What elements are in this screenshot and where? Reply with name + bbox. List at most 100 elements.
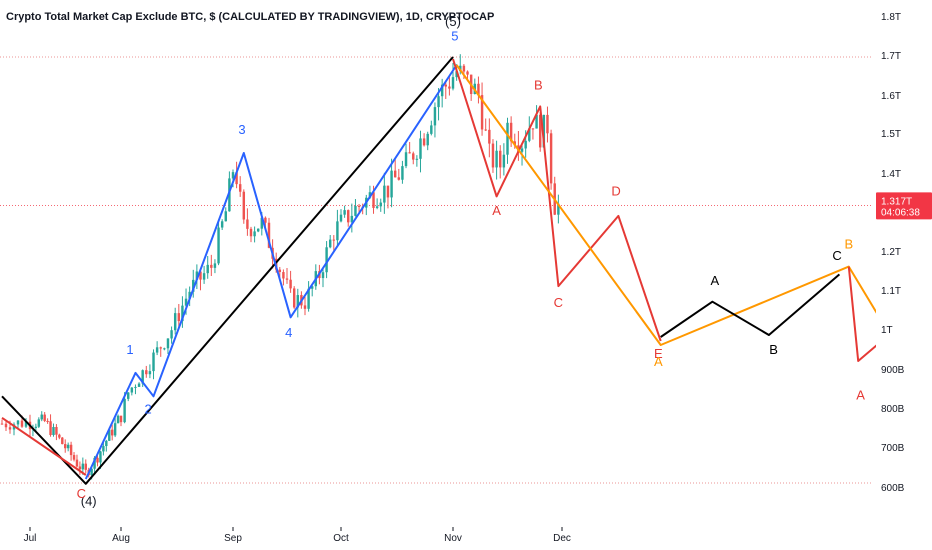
candle-body [213,263,217,268]
candle-body [123,398,126,423]
x-tick-label: Nov [444,533,462,544]
candle-body [173,313,177,331]
candle-body [202,273,206,280]
candle-body [357,205,361,207]
candle-body [20,420,24,427]
wave-label: 1 [126,342,133,357]
candle-body [8,427,12,430]
candle-body [285,278,289,280]
candle-body [43,414,46,421]
wave-line [452,58,662,342]
x-tick-label: Aug [112,533,130,544]
wave-label: 4 [285,325,292,340]
price-tag-value: 1.317T [881,196,912,207]
candle-body [430,125,433,134]
candle-body [217,227,220,264]
candle-body [264,217,267,223]
candle-body [130,387,134,393]
candle-body [141,370,144,384]
wave-line [660,273,841,338]
candle-body [228,178,231,212]
candle-body [75,459,79,467]
wave-label: C [832,248,841,263]
candle-body [549,133,553,184]
candle-body [455,71,458,78]
candle-body [242,191,246,220]
candle-body [249,228,253,237]
candle-body [102,446,105,452]
candle-body [127,392,130,399]
y-tick-label: 1.5T [881,129,901,140]
candle-body [145,370,148,375]
candle-body [343,210,346,215]
candle-body [105,440,108,447]
candle-body [238,184,242,192]
candle-body [325,247,328,273]
candle-body [61,437,64,445]
candle-body [235,172,238,185]
wave-label: E [654,346,663,361]
candle-body [509,122,513,142]
candle-body [260,217,264,229]
candle-body [528,128,531,141]
wave-label: A [710,273,719,288]
candle-body [81,463,85,470]
wave-label: C [77,486,86,501]
wave-line [847,266,878,362]
price-axis-bg [876,0,932,550]
candle-body [52,426,55,436]
candle-body [210,264,213,268]
candle-body [462,65,466,72]
candle-body [110,429,114,436]
candle-body [256,228,260,232]
wave-label: B [844,236,853,251]
wave-label: 3 [238,122,245,137]
candle-body [170,330,173,339]
candle-body [444,84,447,87]
y-tick-label: 800B [881,404,905,415]
candle-body [339,214,343,222]
candle-body [46,420,49,422]
candle-body [220,221,224,228]
y-tick-label: 1.6T [881,91,901,102]
candle-body [231,172,235,179]
candle-body [34,426,38,428]
candle-body [538,114,542,148]
candle-body [24,421,28,427]
candle-body [350,215,354,223]
candle-body [40,414,43,420]
candle-body [166,338,170,349]
y-tick-label: 900B [881,365,905,376]
price-axis: 1.8T1.7T1.6T1.5T1.4T1.3T1.2T1.1T1T900B80… [876,0,932,550]
y-tick-label: 1.4T [881,169,901,180]
candle-body [535,114,538,129]
x-tick-label: Oct [333,533,349,544]
wave-label: 5 [451,29,458,44]
time-axis: Jul Aug Sep Oct Nov Dec [24,527,571,544]
y-tick-label: 1.7T [881,51,901,62]
wave-line [84,64,458,480]
chart-title: Crypto Total Market Cap Exclude BTC, $ (… [6,11,494,23]
x-tick-label: Dec [553,533,571,544]
candle-body [159,347,162,349]
wave-label: A [654,354,663,369]
candle-body [488,129,491,144]
candle-body [383,185,386,203]
candle-body [480,95,484,130]
candle-body [451,77,455,89]
candle-body [332,239,336,241]
wave-label: B [534,77,543,92]
candle-body [119,415,123,423]
candle-body [134,386,137,388]
wave-line [1,56,454,485]
candle-body [4,423,8,428]
candle-body [113,423,117,436]
y-tick-label: 1.2T [881,247,901,258]
candles [0,54,560,480]
candle-body [375,206,379,208]
candle-body [163,348,166,350]
candle-body [224,211,227,222]
